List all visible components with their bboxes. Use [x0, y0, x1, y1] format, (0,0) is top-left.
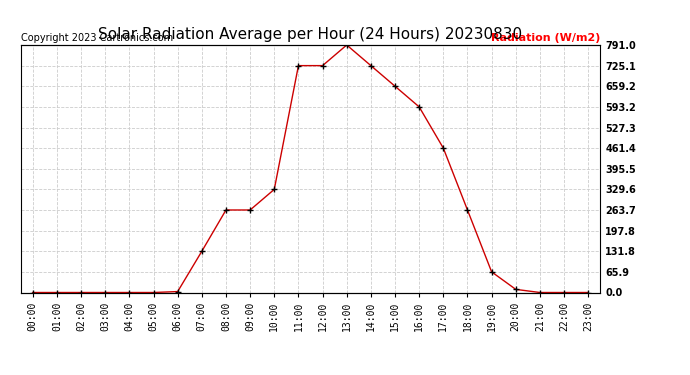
Text: Copyright 2023 Cartronics.com: Copyright 2023 Cartronics.com	[21, 33, 172, 42]
Title: Solar Radiation Average per Hour (24 Hours) 20230830: Solar Radiation Average per Hour (24 Hou…	[99, 27, 522, 42]
Text: Radiation (W/m2): Radiation (W/m2)	[491, 33, 600, 42]
